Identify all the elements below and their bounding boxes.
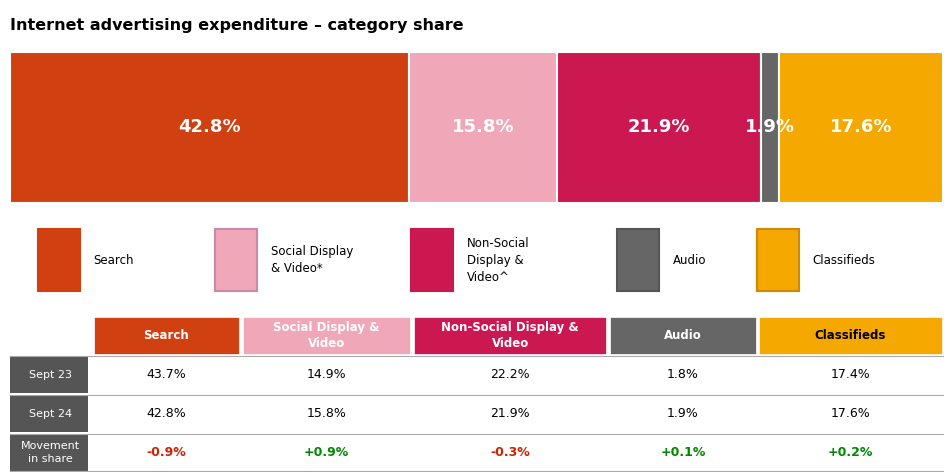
- Text: 17.6%: 17.6%: [829, 118, 892, 136]
- Bar: [243, 317, 409, 354]
- Text: Movement
in share: Movement in share: [21, 441, 80, 464]
- Bar: [759, 395, 941, 432]
- Text: Social Display &
Video: Social Display & Video: [273, 321, 380, 350]
- FancyBboxPatch shape: [37, 229, 79, 291]
- Text: 17.4%: 17.4%: [830, 368, 869, 381]
- Text: Audio: Audio: [664, 329, 701, 342]
- Text: Search: Search: [93, 253, 134, 267]
- Text: Classifieds: Classifieds: [812, 253, 875, 267]
- Bar: [609, 356, 755, 393]
- Bar: [759, 317, 941, 354]
- Text: 17.6%: 17.6%: [830, 407, 869, 420]
- Text: Sept 23: Sept 23: [30, 370, 72, 379]
- Bar: [413, 434, 605, 471]
- Text: Social Display
& Video*: Social Display & Video*: [270, 245, 353, 275]
- Bar: [243, 434, 409, 471]
- Bar: [609, 434, 755, 471]
- Text: 1.8%: 1.8%: [666, 368, 698, 381]
- Bar: [759, 356, 941, 393]
- Text: Search: Search: [144, 329, 189, 342]
- Text: 43.7%: 43.7%: [147, 368, 186, 381]
- Text: Audio: Audio: [672, 253, 705, 267]
- Text: Non-Social
Display &
Video^: Non-Social Display & Video^: [466, 236, 529, 284]
- Bar: [556, 52, 761, 203]
- Text: 42.8%: 42.8%: [178, 118, 241, 136]
- Text: -0.9%: -0.9%: [147, 446, 186, 459]
- Bar: [413, 317, 605, 354]
- Bar: [10, 356, 88, 393]
- Text: Non-Social Display &
Video: Non-Social Display & Video: [441, 321, 578, 350]
- Bar: [759, 434, 941, 471]
- Bar: [10, 52, 408, 203]
- FancyBboxPatch shape: [410, 229, 453, 291]
- Text: 15.8%: 15.8%: [307, 407, 347, 420]
- Text: 21.9%: 21.9%: [489, 407, 529, 420]
- Text: 15.8%: 15.8%: [451, 118, 514, 136]
- Bar: [93, 434, 239, 471]
- Bar: [10, 395, 88, 432]
- Text: 21.9%: 21.9%: [627, 118, 689, 136]
- Text: Internet advertising expenditure – category share: Internet advertising expenditure – categ…: [10, 18, 463, 34]
- Text: 22.2%: 22.2%: [489, 368, 529, 381]
- Text: 1.9%: 1.9%: [744, 118, 794, 136]
- Text: +0.1%: +0.1%: [660, 446, 704, 459]
- Text: Classifieds: Classifieds: [814, 329, 885, 342]
- Bar: [779, 52, 942, 203]
- Bar: [243, 395, 409, 432]
- FancyBboxPatch shape: [756, 229, 798, 291]
- FancyBboxPatch shape: [616, 229, 658, 291]
- Text: -0.3%: -0.3%: [489, 446, 529, 459]
- Bar: [609, 395, 755, 432]
- Bar: [413, 356, 605, 393]
- Bar: [761, 52, 779, 203]
- Text: 42.8%: 42.8%: [147, 407, 186, 420]
- Bar: [243, 356, 409, 393]
- Bar: [93, 317, 239, 354]
- Bar: [93, 356, 239, 393]
- FancyBboxPatch shape: [215, 229, 257, 291]
- Bar: [413, 395, 605, 432]
- Text: +0.9%: +0.9%: [304, 446, 348, 459]
- Text: Sept 24: Sept 24: [29, 409, 72, 419]
- Bar: [609, 317, 755, 354]
- Bar: [93, 395, 239, 432]
- Text: 1.9%: 1.9%: [666, 407, 698, 420]
- Text: 14.9%: 14.9%: [307, 368, 346, 381]
- Text: +0.2%: +0.2%: [827, 446, 872, 459]
- Bar: [10, 434, 88, 471]
- Bar: [408, 52, 556, 203]
